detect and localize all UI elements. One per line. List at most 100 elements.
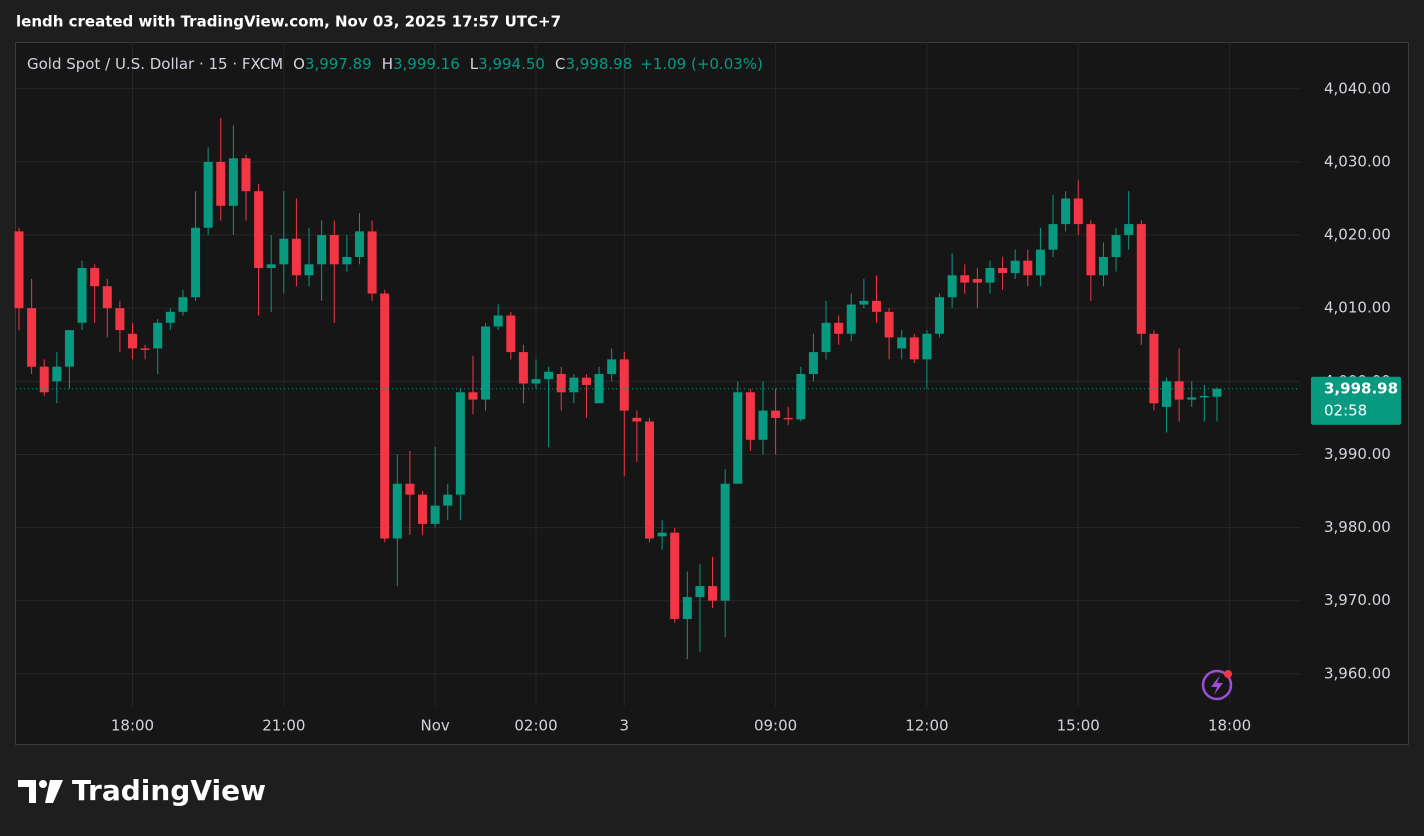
candle-body: [897, 337, 907, 349]
candle-body: [1048, 224, 1058, 250]
y-tick-label: 3,980.00: [1324, 518, 1391, 536]
candle-body: [645, 421, 654, 539]
candle-body: [670, 532, 680, 619]
candle-body: [1136, 224, 1146, 334]
candle-body: [140, 348, 150, 350]
candle-body: [720, 483, 730, 601]
candle-body: [1174, 381, 1184, 400]
y-tick-label: 3,970.00: [1324, 591, 1391, 609]
x-tick-label: 15:00: [1057, 717, 1100, 735]
candle-body: [1086, 224, 1096, 276]
candle-body: [607, 359, 617, 374]
ohlc-value: 3,994.50: [478, 55, 545, 73]
candle-body: [1212, 388, 1222, 397]
candle-body: [909, 337, 919, 360]
candle-body: [834, 322, 844, 334]
candle-body: [544, 371, 554, 380]
x-tick-label: 18:00: [1208, 717, 1251, 735]
candle-body: [380, 293, 390, 539]
candle-body: [266, 264, 276, 268]
ohlc-value: 3,997.89: [305, 55, 372, 73]
candle-body: [1124, 224, 1134, 236]
candle-body: [216, 161, 226, 206]
change: +1.09 (+0.03%): [640, 55, 763, 73]
ohlc-key: C: [555, 55, 565, 73]
candle-body: [1187, 397, 1197, 400]
x-tick-label: 12:00: [905, 717, 948, 735]
candle-body: [708, 586, 718, 601]
candle-body: [367, 231, 377, 294]
ohlc-key: O: [293, 55, 305, 73]
candle-body: [758, 410, 768, 440]
countdown: 02:58: [1324, 401, 1367, 419]
price-tag: [1311, 376, 1401, 425]
candle-body: [127, 333, 137, 349]
candle-body: [443, 494, 453, 506]
candle-body: [1023, 260, 1033, 276]
candle-body: [14, 231, 24, 309]
candle-body: [291, 238, 301, 276]
candle-body: [317, 235, 327, 265]
x-tick-label: 3: [620, 717, 630, 735]
candle-body: [518, 352, 528, 384]
candle-body: [682, 597, 692, 619]
y-tick-label: 4,030.00: [1324, 152, 1391, 170]
candle-body: [783, 417, 793, 420]
candle-body: [808, 352, 818, 374]
y-tick-label: 3,960.00: [1324, 664, 1391, 682]
candle-body: [884, 311, 894, 338]
candle-body: [153, 322, 163, 349]
candle-body: [228, 158, 238, 206]
alert-icon: [1201, 669, 1233, 701]
candle-body: [871, 300, 881, 312]
ohlc-value: 3,998.98: [565, 55, 632, 73]
y-tick-label: 4,040.00: [1324, 79, 1391, 97]
candle-body: [241, 158, 251, 192]
candle-body: [1098, 256, 1108, 276]
candle-body: [947, 275, 957, 298]
candle-body: [418, 494, 428, 524]
candle-body: [64, 330, 74, 367]
candle-body: [506, 315, 516, 353]
candle-body: [922, 333, 932, 360]
y-tick-label: 4,010.00: [1324, 299, 1391, 317]
candle-body: [493, 315, 503, 327]
x-tick-label: Nov: [420, 717, 449, 735]
candle-body: [745, 392, 755, 440]
candle-body: [405, 483, 415, 495]
candle-body: [733, 392, 743, 484]
x-tick-label: 18:00: [111, 717, 154, 735]
candle-body: [329, 235, 339, 265]
candle-body: [39, 366, 49, 393]
candle-body: [657, 532, 667, 537]
candle-body: [430, 505, 440, 524]
candle-body: [102, 286, 112, 309]
candle-body: [77, 267, 87, 323]
candle-body: [821, 322, 831, 353]
candle-body: [796, 374, 806, 420]
candle-body: [392, 483, 402, 539]
candle-body: [632, 417, 642, 422]
candle-body: [771, 410, 781, 418]
ohlc-key: H: [382, 55, 393, 73]
candle-body: [455, 392, 465, 495]
candles: [14, 118, 1300, 660]
candle-body: [481, 326, 491, 400]
candle-body: [279, 238, 289, 265]
candle-body: [1010, 260, 1020, 274]
candle-body: [972, 278, 982, 283]
candle-body: [935, 297, 945, 334]
candle-body: [178, 297, 188, 312]
x-tick-label: 02:00: [514, 717, 557, 735]
brand-name: TradingView: [72, 774, 266, 807]
candle-body: [1149, 333, 1159, 404]
symbol-header: Gold Spot / U.S. Dollar · 15 · FXCM O3,99…: [27, 55, 763, 73]
candle-body: [165, 311, 175, 323]
chart-frame: [15, 42, 1409, 745]
candle-body: [1035, 249, 1045, 276]
candle-body: [960, 275, 970, 283]
candle-body: [859, 300, 869, 305]
y-tick-label: 4,020.00: [1324, 226, 1391, 244]
candle-body: [998, 267, 1008, 274]
